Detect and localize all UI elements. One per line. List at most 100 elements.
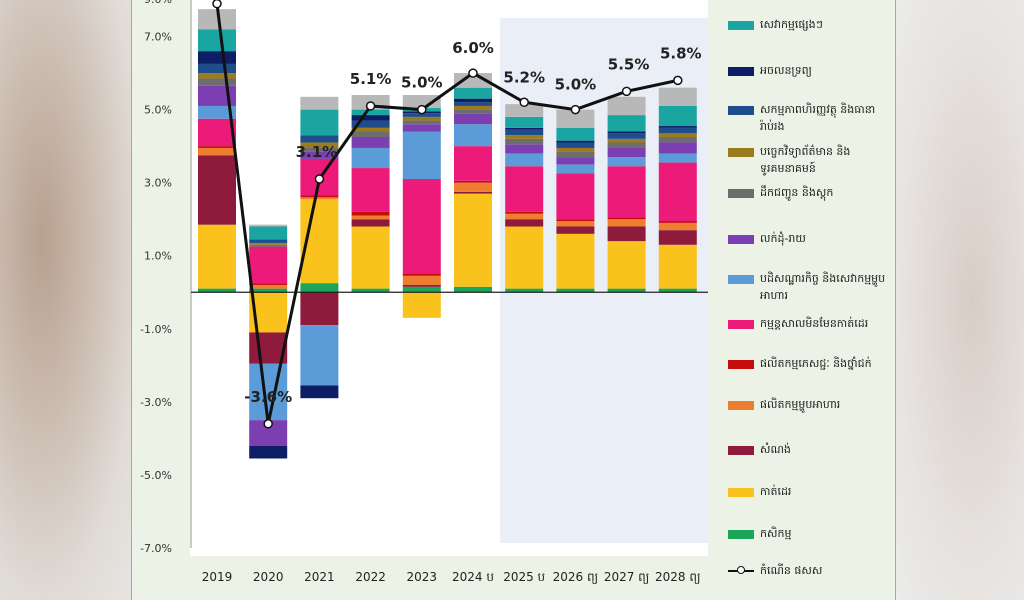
bar-segment [505, 116, 544, 128]
bar-segment [454, 193, 492, 287]
gdp-growth-point [519, 97, 529, 108]
gdp-growth-point [365, 101, 376, 111]
bar-segment [198, 155, 236, 225]
gdp-growth-point [417, 104, 427, 115]
bar-segment [351, 137, 390, 148]
bar-segment [556, 173, 595, 220]
x-tick-label: 2026 ព្យ [553, 570, 599, 584]
bar-segment [658, 133, 697, 137]
data-label: 6.0% [452, 39, 494, 57]
legend-swatch [728, 488, 754, 497]
legend-swatch [728, 275, 754, 284]
bar-segment [249, 288, 288, 293]
background-blur-left [0, 0, 140, 600]
legend-swatch [728, 235, 754, 244]
bar-segment [402, 179, 441, 274]
bar-segment [454, 124, 492, 147]
bar-segment [402, 120, 441, 125]
bar-segment [556, 109, 595, 128]
bar-segment [658, 230, 697, 245]
bar-segment [454, 102, 492, 106]
bar-segment [505, 166, 544, 212]
bar-segment [249, 224, 288, 227]
x-tick-label: 2027 ព្យ [604, 570, 650, 584]
bar-segment [300, 151, 339, 159]
bar-segment [402, 274, 441, 276]
bar-segment [556, 288, 595, 293]
bar-segment [300, 283, 339, 293]
bar-segment [607, 166, 646, 218]
bar-segment [300, 325, 339, 386]
bar-segment [198, 146, 236, 148]
data-label: 3.1% [296, 143, 338, 161]
bar-segment [198, 73, 236, 79]
gdp-growth-point [468, 68, 478, 78]
x-tick-label: 2022 [355, 570, 386, 584]
bar-segment [454, 113, 492, 125]
bar-segment [198, 147, 236, 156]
bar-segment [505, 226, 544, 289]
bar-segment [249, 445, 288, 459]
data-label: 5.5% [608, 55, 650, 73]
bar-segment [300, 195, 339, 198]
bar-segment [556, 147, 595, 152]
bar-segment [351, 226, 390, 289]
bar-segment [556, 221, 595, 227]
legend-label: កម្មន្តសាលមិនមែនកាត់ដេរ [760, 317, 869, 330]
x-tick-label: 2028 ព្យ [655, 570, 701, 584]
bar-segment [402, 292, 441, 318]
y-tick-label: 7.0% [144, 31, 172, 44]
bar-segment [505, 138, 544, 145]
bar-segment [505, 104, 544, 117]
bar-segment [556, 164, 595, 174]
bar-segment [505, 213, 544, 220]
y-tick-label: 5.0% [144, 104, 172, 117]
bar-segment [658, 105, 697, 127]
bar-segment [402, 116, 441, 121]
bar-segment [300, 96, 339, 110]
bar-segment [556, 157, 595, 165]
bar-segment [556, 127, 595, 141]
data-label: 5.8% [660, 44, 702, 62]
legend-swatch [728, 21, 754, 30]
bar-segment [300, 197, 339, 200]
bar-segment [351, 109, 390, 116]
bar-segment [198, 224, 236, 289]
legend-label: បដិសណ្ឋារកិច្ច និងសេវាកម្មម្ហូបអាហារ [760, 272, 886, 302]
bar-segment [658, 142, 697, 154]
gdp-growth-point [621, 86, 632, 97]
bar-segment [607, 96, 646, 116]
bar-segment [402, 284, 441, 287]
bar-segment [658, 288, 697, 293]
bar-segment [658, 153, 697, 163]
bar-segment [351, 115, 390, 121]
bar-segment [300, 142, 339, 148]
legend-swatch [728, 67, 754, 76]
x-tick-label: 2021 [304, 570, 335, 584]
bar-segment [454, 180, 492, 183]
legend-swatch [728, 320, 754, 329]
bar-segment [351, 211, 390, 216]
legend-label: សកម្មភាពហិរញ្ញវត្ថុ និងធានារ៉ាប់រង [760, 103, 876, 133]
gdp-growth-line [215, 3, 679, 426]
legend-label: កំណើន ផសស [760, 564, 823, 577]
bar-segment [402, 113, 441, 117]
bar-segment [351, 120, 390, 128]
bar-segment [198, 63, 236, 74]
bar-segment [198, 9, 236, 30]
x-tick-label: 2025 ប [503, 570, 545, 584]
bar-segment [607, 226, 646, 242]
bar-segment [300, 385, 339, 399]
bar-segment [556, 226, 595, 234]
chart-legend: សេវាកម្មផ្សេងៗ អចលនទ្រព្យ សកម្មភាពហិរញ្ញវត… [728, 8, 888, 588]
gdp-growth-point [212, 0, 222, 9]
bar-segment [505, 135, 544, 139]
bar-segment [505, 144, 544, 154]
bar-segment [402, 131, 441, 180]
legend-swatch [728, 360, 754, 369]
bar-segment [351, 131, 390, 137]
bar-segment [402, 124, 441, 132]
x-tick-label: 2019 [202, 570, 233, 584]
legend-swatch [728, 148, 754, 157]
